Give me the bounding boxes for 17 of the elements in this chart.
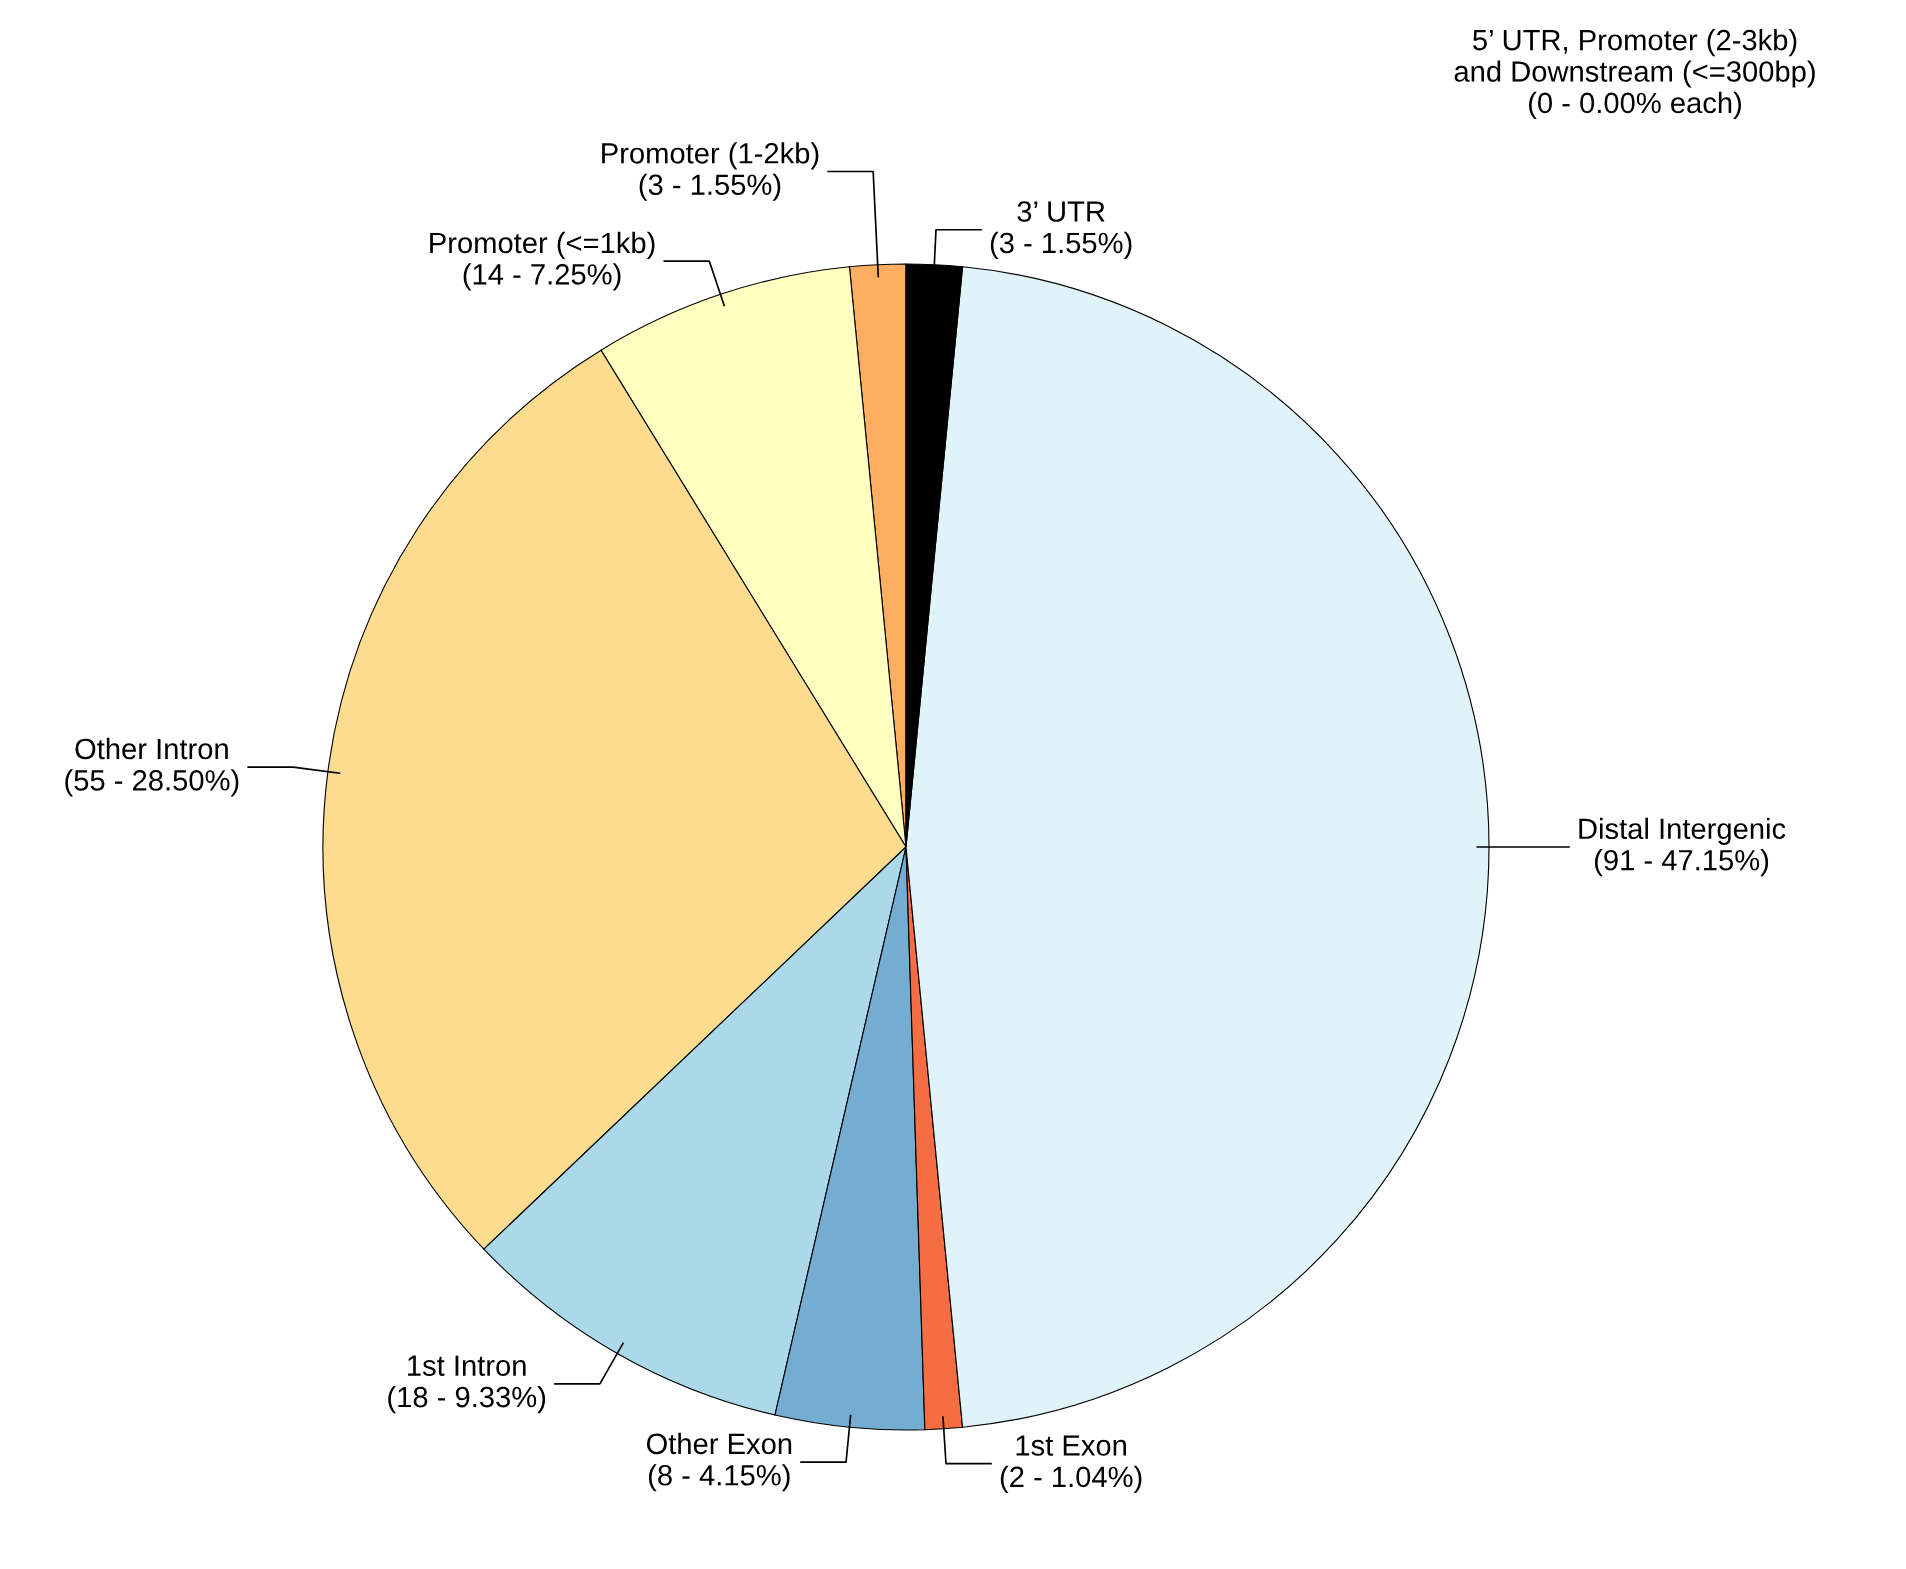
slice-label: 1st Exon <box>1016 1435 1126 1456</box>
data-label: (8 - 4.15%) <box>648 1464 790 1492</box>
data-label: (18 - 9.33%) <box>388 1385 546 1414</box>
data-label: (14 - 7.25%) <box>463 263 621 291</box>
slice-label: Promoter (1-2kb) <box>602 142 819 170</box>
data-label: (91 - 47.15%) <box>1595 849 1769 877</box>
slice-label: Distal Intergenic <box>1579 817 1786 845</box>
data-label: (3 - 1.55%) <box>990 231 1132 260</box>
data-label: (3 - 1.55%) <box>639 173 781 201</box>
slice-label: Promoter (<=1kb) <box>430 231 655 260</box>
slice-label: 3’ UTR <box>1017 201 1105 222</box>
slice-label: Other Intron <box>75 737 228 760</box>
data-label: (55 - 28.50%) <box>65 769 239 797</box>
slice-label: 1st Intron <box>408 1355 526 1376</box>
text: 5’ UTR, Promoter (2-3kb) and Downstream (<=300bp) (0 - 0.00% each) <box>1454 29 1815 120</box>
slice-label: Other Exon <box>646 1432 792 1455</box>
data-label: (2 - 1.04%) <box>1000 1465 1142 1493</box>
